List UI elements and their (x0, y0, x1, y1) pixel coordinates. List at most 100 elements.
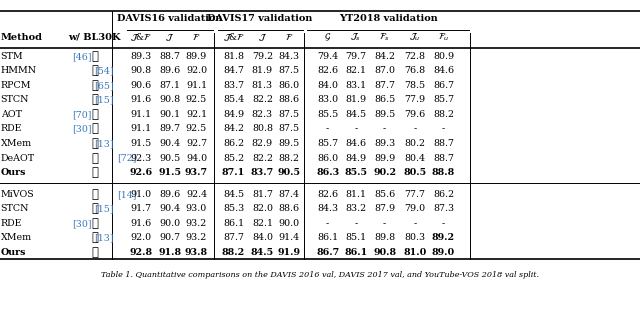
Text: 88.8: 88.8 (432, 168, 455, 177)
Text: DAVIS16 validation: DAVIS16 validation (117, 14, 223, 23)
Text: 84.6: 84.6 (433, 66, 454, 76)
Text: 81.9: 81.9 (345, 95, 367, 105)
Text: [13]: [13] (94, 139, 114, 148)
Text: 87.7: 87.7 (374, 81, 395, 90)
Text: 86.1: 86.1 (317, 233, 339, 242)
Text: 89.6: 89.6 (159, 66, 180, 76)
Text: 79.4: 79.4 (317, 52, 339, 61)
Text: 89.5: 89.5 (278, 139, 300, 148)
Text: 91.6: 91.6 (130, 219, 152, 228)
Text: 93.8: 93.8 (185, 248, 208, 257)
Text: 87.5: 87.5 (278, 110, 300, 119)
Text: 87.9: 87.9 (374, 204, 396, 213)
Text: 90.8: 90.8 (130, 66, 152, 76)
Text: DAVIS17 validation: DAVIS17 validation (207, 14, 313, 23)
Text: XMem: XMem (1, 139, 32, 148)
Text: DeAOT: DeAOT (1, 154, 35, 163)
Text: [30]: [30] (72, 124, 92, 134)
Text: 76.8: 76.8 (404, 66, 426, 76)
Text: ✓: ✓ (92, 202, 98, 215)
Text: RDE: RDE (1, 124, 22, 134)
Text: ✗: ✗ (92, 50, 98, 63)
Text: [14]: [14] (117, 190, 136, 199)
Text: 84.5: 84.5 (251, 248, 274, 257)
Text: [65]: [65] (94, 81, 114, 90)
Text: w/ BL30K: w/ BL30K (68, 33, 121, 42)
Text: 79.6: 79.6 (404, 110, 426, 119)
Text: 91.1: 91.1 (186, 81, 207, 90)
Text: $\mathcal{J}_s$: $\mathcal{J}_s$ (350, 32, 362, 43)
Text: 85.4: 85.4 (223, 95, 244, 105)
Text: 85.1: 85.1 (345, 233, 367, 242)
Text: ✓: ✓ (92, 246, 98, 259)
Text: 91.4: 91.4 (278, 233, 300, 242)
Text: 84.9: 84.9 (223, 110, 244, 119)
Text: 88.7: 88.7 (433, 154, 454, 163)
Text: 92.0: 92.0 (186, 66, 207, 76)
Text: 92.1: 92.1 (186, 110, 207, 119)
Text: $\mathcal{J}$: $\mathcal{J}$ (165, 32, 174, 43)
Text: HMMN: HMMN (1, 66, 36, 76)
Text: 77.9: 77.9 (404, 95, 426, 105)
Text: 93.7: 93.7 (185, 168, 208, 177)
Text: 92.7: 92.7 (186, 139, 207, 148)
Text: 89.0: 89.0 (432, 248, 455, 257)
Text: 91.6: 91.6 (130, 95, 152, 105)
Text: ✓: ✓ (92, 188, 98, 201)
Text: 89.3: 89.3 (130, 52, 152, 61)
Text: ✗: ✗ (92, 93, 98, 106)
Text: 91.8: 91.8 (158, 248, 181, 257)
Text: -: - (383, 124, 387, 134)
Text: -: - (413, 124, 417, 134)
Text: 92.5: 92.5 (186, 95, 207, 105)
Text: Ours: Ours (1, 248, 26, 257)
Text: 90.4: 90.4 (159, 204, 180, 213)
Text: -: - (442, 219, 445, 228)
Text: 88.2: 88.2 (433, 110, 454, 119)
Text: 83.2: 83.2 (345, 204, 367, 213)
Text: 82.2: 82.2 (252, 95, 273, 105)
Text: -: - (326, 219, 330, 228)
Text: 86.0: 86.0 (317, 154, 339, 163)
Text: $\mathcal{J}$&$\mathcal{F}$: $\mathcal{J}$&$\mathcal{F}$ (223, 32, 244, 43)
Text: RDE: RDE (1, 219, 22, 228)
Text: ✓: ✓ (92, 217, 98, 230)
Text: 84.3: 84.3 (278, 52, 300, 61)
Text: 92.6: 92.6 (129, 168, 152, 177)
Text: 87.0: 87.0 (374, 66, 395, 76)
Text: 82.6: 82.6 (317, 190, 339, 199)
Text: 90.4: 90.4 (159, 139, 180, 148)
Text: 92.8: 92.8 (129, 248, 152, 257)
Text: 84.6: 84.6 (345, 139, 367, 148)
Text: 77.7: 77.7 (404, 190, 425, 199)
Text: 80.5: 80.5 (403, 168, 426, 177)
Text: 80.9: 80.9 (433, 52, 454, 61)
Text: 86.7: 86.7 (316, 248, 339, 257)
Text: -: - (442, 124, 445, 134)
Text: ✗: ✗ (92, 123, 98, 135)
Text: ✗: ✗ (92, 79, 98, 92)
Text: 81.0: 81.0 (403, 248, 426, 257)
Text: STM: STM (1, 52, 23, 61)
Text: 80.4: 80.4 (404, 154, 425, 163)
Text: 81.1: 81.1 (346, 190, 366, 199)
Text: 85.3: 85.3 (223, 204, 244, 213)
Text: 87.5: 87.5 (278, 66, 300, 76)
Text: 79.0: 79.0 (404, 204, 426, 213)
Text: 89.8: 89.8 (374, 233, 396, 242)
Text: 82.1: 82.1 (252, 219, 273, 228)
Text: 82.2: 82.2 (252, 154, 273, 163)
Text: 80.8: 80.8 (252, 124, 273, 134)
Text: 84.0: 84.0 (317, 81, 338, 90)
Text: 88.7: 88.7 (433, 139, 454, 148)
Text: 85.6: 85.6 (374, 190, 396, 199)
Text: 81.3: 81.3 (252, 81, 273, 90)
Text: 84.3: 84.3 (317, 204, 339, 213)
Text: 92.3: 92.3 (130, 154, 152, 163)
Text: 85.2: 85.2 (223, 154, 244, 163)
Text: 81.7: 81.7 (252, 190, 273, 199)
Text: 83.1: 83.1 (345, 81, 367, 90)
Text: 87.3: 87.3 (433, 204, 454, 213)
Text: STCN: STCN (1, 95, 29, 105)
Text: 90.0: 90.0 (159, 219, 180, 228)
